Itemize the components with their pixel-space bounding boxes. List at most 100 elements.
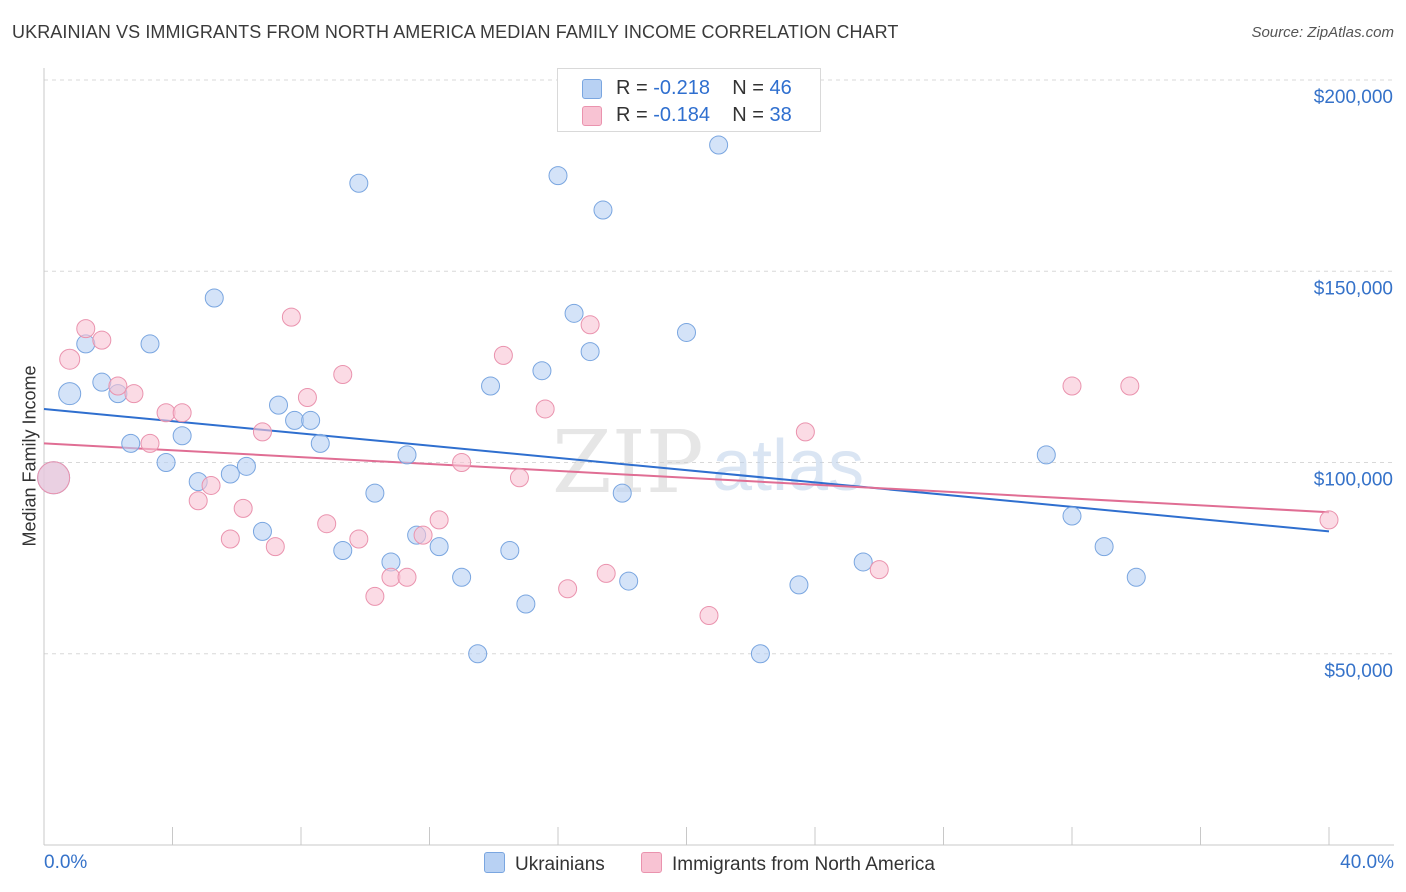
point-ukrainians (333, 540, 353, 560)
grid-layer (44, 79, 1394, 655)
legend-n-value: 46 (769, 77, 792, 99)
point-immigrants (252, 422, 272, 442)
point-ukrainians (532, 361, 552, 381)
point-immigrants (124, 384, 144, 404)
legend-n-label: N = (732, 77, 764, 99)
point-ukrainians (750, 644, 770, 664)
point-ukrainians (709, 135, 729, 155)
point-immigrants (699, 606, 719, 625)
point-ukrainians (252, 521, 272, 541)
watermark-atlas: atlas (712, 426, 864, 506)
y-tick-label: $100,000 (1314, 470, 1393, 491)
point-ukrainians (468, 644, 488, 664)
correlation-legend: R = -0.218 N = 46 R = -0.184 N = 38 (557, 68, 821, 132)
point-ukrainians (236, 456, 256, 476)
point-ukrainians (349, 173, 369, 193)
point-immigrants (493, 345, 513, 365)
point-immigrants (297, 387, 317, 407)
point-ukrainians (156, 453, 176, 472)
point-immigrants (580, 315, 600, 335)
point-immigrants (188, 491, 208, 511)
legend-r-label: R = (616, 77, 648, 99)
point-ukrainians (1094, 537, 1114, 557)
point-immigrants (76, 319, 96, 339)
point-ukrainians (612, 483, 632, 503)
point-ukrainians (677, 322, 696, 342)
point-ukrainians (580, 342, 600, 362)
point-immigrants (1062, 376, 1082, 396)
point-ukrainians (853, 552, 873, 572)
point-ukrainians (301, 410, 321, 430)
point-ukrainians (452, 567, 472, 587)
bottom-legend-label-immigrants: Immigrants from North America (672, 854, 935, 875)
point-ukrainians (1036, 445, 1056, 465)
point-immigrants (201, 475, 221, 495)
point-ukrainians (397, 445, 417, 465)
axis-layer (43, 68, 1394, 846)
y-tick-label: $150,000 (1314, 278, 1393, 299)
point-ukrainians (564, 303, 584, 323)
point-ukrainians (593, 200, 613, 220)
point-ukrainians (269, 395, 289, 415)
x-tick-label-max: 40.0% (1340, 852, 1394, 873)
point-immigrants (869, 560, 889, 580)
point-ukrainians (1126, 567, 1146, 587)
point-ukrainians (500, 540, 520, 560)
point-ukrainians (220, 464, 240, 484)
point-ukrainians (481, 376, 501, 396)
y-tick-labels: $50,000 $100,000 $150,000 $200,000 (1314, 87, 1393, 682)
point-ukrainians (285, 410, 305, 430)
bottom-legend-label-ukrainians: Ukrainians (515, 854, 605, 875)
point-immigrants (381, 567, 401, 587)
point-ukrainians (365, 483, 385, 503)
point-immigrants (333, 365, 353, 385)
point-immigrants (59, 348, 81, 370)
point-immigrants (349, 529, 369, 549)
bottom-legend-ukrainians: Ukrainians (484, 852, 605, 876)
point-immigrants (397, 567, 417, 587)
point-immigrants (281, 307, 301, 327)
point-immigrants (156, 403, 176, 423)
point-immigrants (37, 461, 71, 495)
point-immigrants (365, 586, 385, 606)
y-tick-label: $200,000 (1314, 87, 1393, 108)
point-immigrants (1120, 376, 1140, 396)
point-ukrainians (121, 433, 141, 453)
legend-r-value: -0.184 (653, 104, 710, 126)
point-immigrants (317, 514, 337, 534)
legend-swatch-immigrants (582, 106, 602, 126)
point-immigrants (535, 399, 555, 419)
y-axis-label: Median Family Income (19, 365, 40, 547)
point-immigrants (452, 453, 472, 472)
point-immigrants (429, 510, 449, 530)
point-ukrainians (310, 433, 330, 453)
legend-swatch-ukrainians (582, 79, 602, 99)
point-immigrants (92, 330, 112, 350)
point-immigrants (108, 376, 128, 396)
point-ukrainians (172, 426, 192, 446)
bottom-legend-swatch-ukrainians (484, 852, 505, 873)
point-immigrants (795, 422, 815, 442)
x-tick-label-min: 0.0% (44, 852, 88, 873)
bottom-legend-swatch-immigrants (641, 852, 662, 873)
point-ukrainians (516, 594, 536, 614)
point-immigrants (140, 433, 160, 453)
point-ukrainians (204, 288, 224, 308)
legend-r-value: -0.218 (653, 77, 710, 99)
point-ukrainians (548, 166, 568, 186)
legend-n-label: N = (732, 104, 764, 126)
point-immigrants (172, 403, 192, 423)
point-ukrainians (92, 372, 112, 392)
point-immigrants (413, 525, 433, 545)
source-label: Source: ZipAtlas.com (1251, 24, 1394, 41)
point-immigrants (558, 579, 578, 599)
legend-n-value: 38 (769, 104, 792, 126)
point-immigrants (233, 498, 253, 518)
point-immigrants (1319, 510, 1339, 530)
point-ukrainians (58, 382, 82, 406)
y-tick-label: $50,000 (1324, 661, 1393, 682)
point-ukrainians (619, 571, 639, 591)
point-immigrants (220, 529, 240, 549)
point-immigrants (596, 563, 616, 583)
point-ukrainians (140, 334, 160, 354)
